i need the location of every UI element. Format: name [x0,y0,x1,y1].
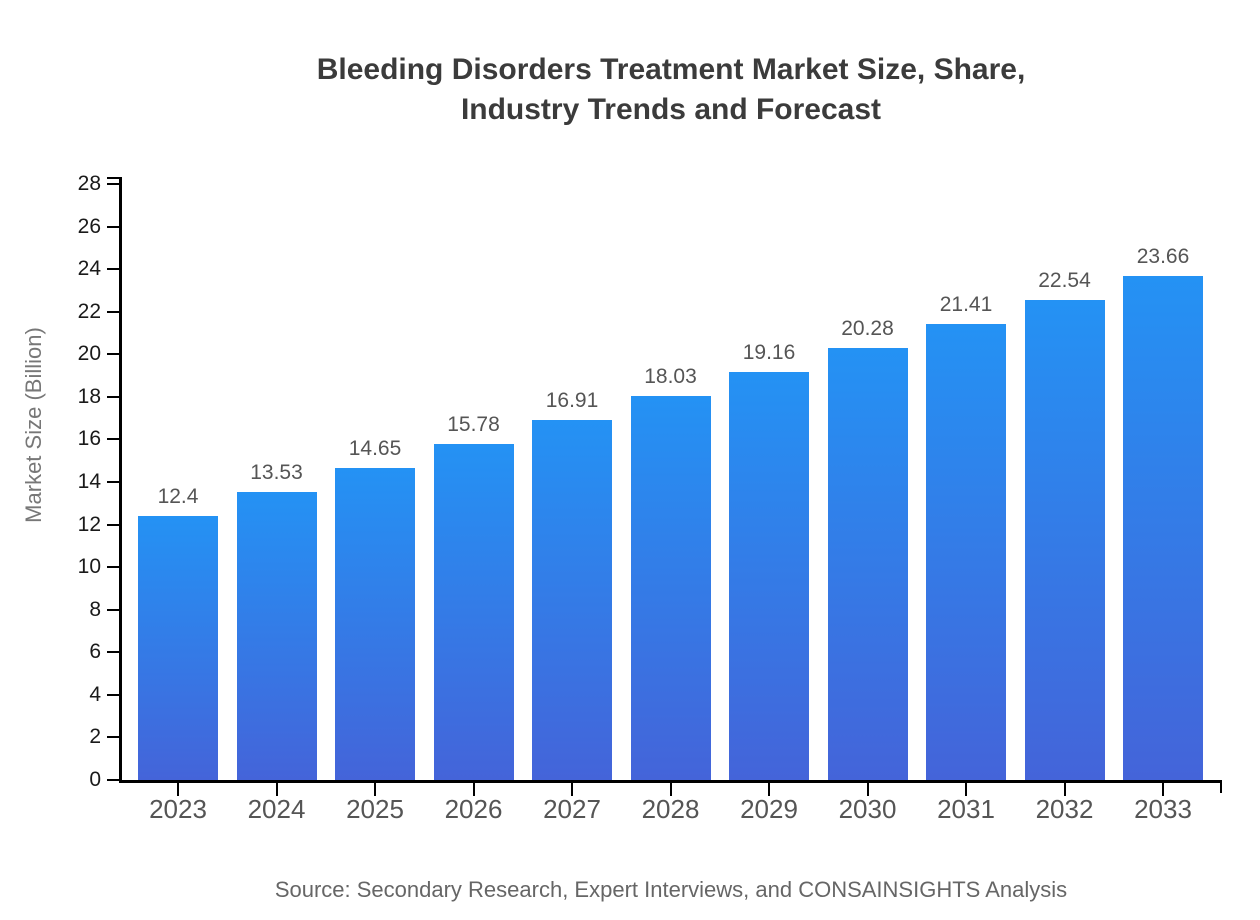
bar-2026 [433,444,514,780]
chart-title-line1: Bleeding Disorders Treatment Market Size… [316,53,1026,86]
bar-value-label: 16.91 [545,389,599,413]
y-tick-label: 18 [77,384,101,408]
x-tick [275,783,278,796]
x-axis-label: 2028 [641,794,700,824]
bar-2033 [1123,276,1203,780]
y-tick [107,268,120,271]
x-tick [571,783,573,796]
bar-2023 [138,516,218,780]
y-tick [107,395,120,398]
x-axis-label: 2031 [937,794,995,824]
y-tick [107,736,120,739]
bar-2031 [926,324,1006,780]
y-tick [107,608,120,611]
y-tick-label: 20 [77,342,101,366]
y-tick [107,693,120,696]
x-tick [768,783,770,796]
bar-value-label: 20.28 [841,317,894,341]
bar-value-label: 23.66 [1136,245,1190,269]
y-tick [107,566,120,569]
x-tick [472,783,475,796]
x-axis-label: 2033 [1134,794,1192,824]
y-tick-label: 14 [77,470,101,493]
y-tick-label: 26 [77,214,101,238]
chart-title-line2: Industry Trends and Forecast [460,93,882,126]
x-axis-label: 2027 [543,794,601,824]
y-axis-line [119,177,122,783]
x-tick [669,783,672,796]
bar-2032 [1024,300,1105,780]
bar-value-label: 13.53 [250,461,303,484]
bar-2024 [236,492,317,780]
y-tick-label: 16 [77,427,101,451]
y-tick-label: 2 [89,725,101,749]
x-axis-end-cap [1220,780,1222,793]
y-tick [107,779,120,781]
x-tick [965,783,967,796]
y-tick [107,481,120,483]
y-tick-label: 12 [77,512,101,536]
x-axis-label: 2026 [444,794,503,824]
bar-2029 [729,372,809,780]
y-tick [107,183,120,185]
bar-value-label: 15.78 [447,413,500,437]
bar-value-label: 18.03 [644,365,697,389]
x-axis-label: 2029 [740,794,798,824]
x-axis-line [119,780,1222,783]
x-tick [1063,783,1066,796]
y-tick-label: 22 [77,299,101,323]
bar-value-label: 14.65 [348,437,402,461]
x-tick [1162,783,1164,796]
bar-value-label: 21.41 [939,293,993,317]
y-tick [107,438,120,441]
y-tick-label: 28 [77,172,101,195]
y-tick [107,353,120,356]
y-tick-label: 24 [77,257,101,281]
x-axis-label: 2032 [1035,794,1094,824]
y-tick-label: 10 [77,555,101,579]
y-tick [107,310,120,313]
x-axis-label: 2030 [838,794,897,824]
chart-title: Bleeding Disorders Treatment Market Size… [120,50,1222,130]
bar-value-label: 22.54 [1038,269,1091,293]
y-tick-label: 6 [89,640,101,664]
y-tick [107,225,120,228]
bar-value-label: 12.4 [157,485,199,509]
y-tick-label: 8 [89,597,101,621]
source-note: Source: Secondary Research, Expert Inter… [274,877,1068,902]
bar-2028 [630,396,711,780]
y-tick [107,651,120,654]
x-axis-label: 2023 [149,794,207,824]
x-tick [177,783,179,796]
x-axis-label: 2025 [346,794,404,824]
y-tick-label: 0 [89,768,101,791]
x-tick [866,783,869,796]
y-tick [107,523,120,526]
bar-value-label: 19.16 [742,341,796,365]
x-axis-label: 2024 [247,794,306,824]
bar-2025 [335,468,415,780]
bar-2027 [532,420,612,780]
y-tick-label: 4 [89,682,101,706]
y-axis-top-cap [107,177,120,179]
bar-2030 [827,348,908,780]
x-tick [374,783,376,796]
